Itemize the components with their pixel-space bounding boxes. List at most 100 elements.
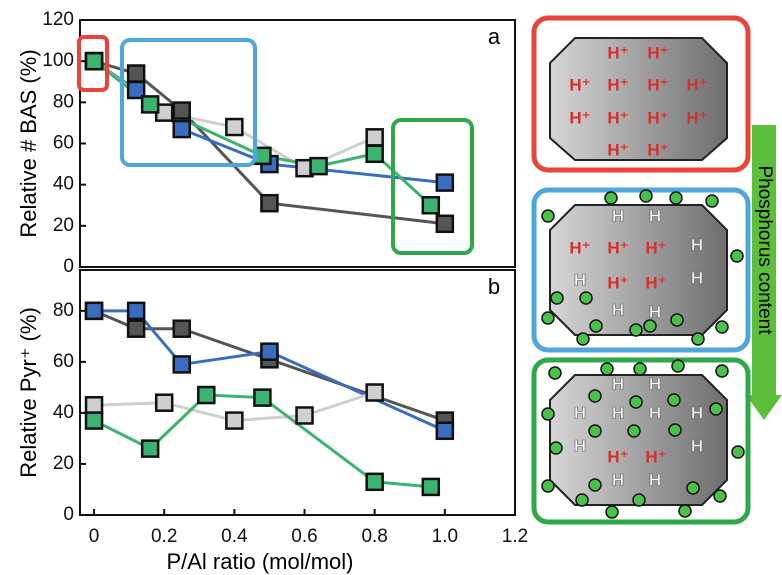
hydrogen-site: H [612,300,624,319]
proton-site: H⁺ [647,75,668,94]
marker [140,95,160,114]
x-tick-label: 0.4 [221,526,248,547]
proton-site: H⁺ [647,140,668,159]
y-tick-label: 120 [42,9,74,30]
y-tick-label: 20 [53,453,74,474]
phosphate-dot [633,362,647,376]
hydrogen-site: H [612,403,624,422]
proton-site: H⁺ [607,238,628,257]
hydrogen-site: H [612,206,624,225]
x-tick-label: 0.8 [361,526,387,547]
phosphate-dot [705,194,719,208]
hydrogen-site: H [649,206,661,225]
proton-site: H⁺ [645,238,666,257]
proton-site: H⁺ [607,43,628,62]
phosphate-dot [627,424,641,438]
y-tick-label: 40 [53,402,74,423]
particle [549,374,728,506]
x-tick-label: 0 [89,526,100,547]
marker [84,51,104,71]
hydrogen-site: H [691,403,703,422]
marker [309,156,328,176]
marker [421,196,441,215]
phosphate-dot [549,441,563,455]
hydrogen-site: H [612,470,624,489]
proton-site: H⁺ [647,43,668,62]
marker [84,396,104,415]
phosphate-dot [604,191,618,205]
phosphate-dot [730,249,744,263]
y-tick-label: 20 [53,215,74,236]
proton-site: H⁺ [645,447,666,466]
phosphate-dot [588,478,602,492]
x-tick-label: 1.0 [432,526,458,547]
marker [295,406,314,425]
proton-site: H⁺ [607,75,628,94]
marker [435,421,455,441]
y-tick-label: 80 [53,91,74,112]
proton-site: H⁺ [569,75,590,94]
phosphate-dot [713,489,727,503]
phosphate-dot [678,504,692,518]
marker [260,342,279,361]
phosphate-dot [691,332,705,346]
marker [172,119,191,139]
particle [549,37,728,161]
arrow-label: Phosphorus content [754,165,775,335]
proton-site: H⁺ [607,108,628,127]
marker [140,439,160,458]
marker [435,214,455,234]
phosphate-dot [541,209,555,223]
marker [365,472,384,492]
hydrogen-site: H [574,436,586,455]
phosphate-dot [686,481,700,495]
proton-site: H⁺ [607,273,628,292]
hydrogen-site: H [649,470,661,489]
marker [435,173,455,192]
marker [172,355,191,374]
phosphate-dot [731,445,745,459]
y-tick-label: 0 [63,504,74,525]
phosphate-dot [668,423,682,437]
phosphate-dot [669,191,683,205]
x-axis-label: P/Al ratio (mol/mol) [166,549,353,574]
y-axis-label: Relative Pyr⁺ (%) [16,307,41,478]
marker [84,411,104,430]
phosphate-dot [643,319,657,333]
hydrogen-site: H [649,403,661,422]
marker [365,383,384,402]
phosphate-dot [629,395,643,409]
marker [225,117,244,137]
phosphate-dot [541,311,555,325]
plot-frame [79,269,516,516]
y-tick-label: 0 [63,256,74,277]
phosphate-dot [541,407,555,421]
proton-site: H⁺ [645,273,666,292]
series-line [93,393,431,489]
proton-site: H⁺ [647,108,668,127]
highlight-box [77,35,109,92]
marker [225,411,244,430]
hydrogen-site: H [612,374,624,393]
phosphate-dot [667,393,681,407]
sites: H⁺ H⁺H⁺ H⁺ H⁺ H⁺H⁺ H⁺ H⁺ H⁺H⁺ H⁺H HH⁺ H⁺ H⁺ HH H⁺ H⁺ HH… [569,43,707,489]
y-tick-label: 60 [53,133,74,154]
marker [172,319,191,338]
marker [365,128,384,147]
phosphate-dot [670,313,684,327]
phosphate-dot [589,319,603,333]
phosphate-dot [541,479,555,493]
y-axis-label: Relative # BAS (%) [16,49,41,237]
highlight-box [391,118,474,255]
marker [421,477,441,497]
proton-site: H⁺ [569,238,590,257]
phosphate-dots [541,189,745,519]
marker [172,101,191,120]
phosphate-dot [639,189,653,203]
panel-label: a [488,24,501,49]
proton-site: H⁺ [607,140,628,159]
proton-site: H⁺ [607,447,628,466]
y-tick-label: 100 [42,50,74,71]
phosphate-dot [576,332,590,346]
